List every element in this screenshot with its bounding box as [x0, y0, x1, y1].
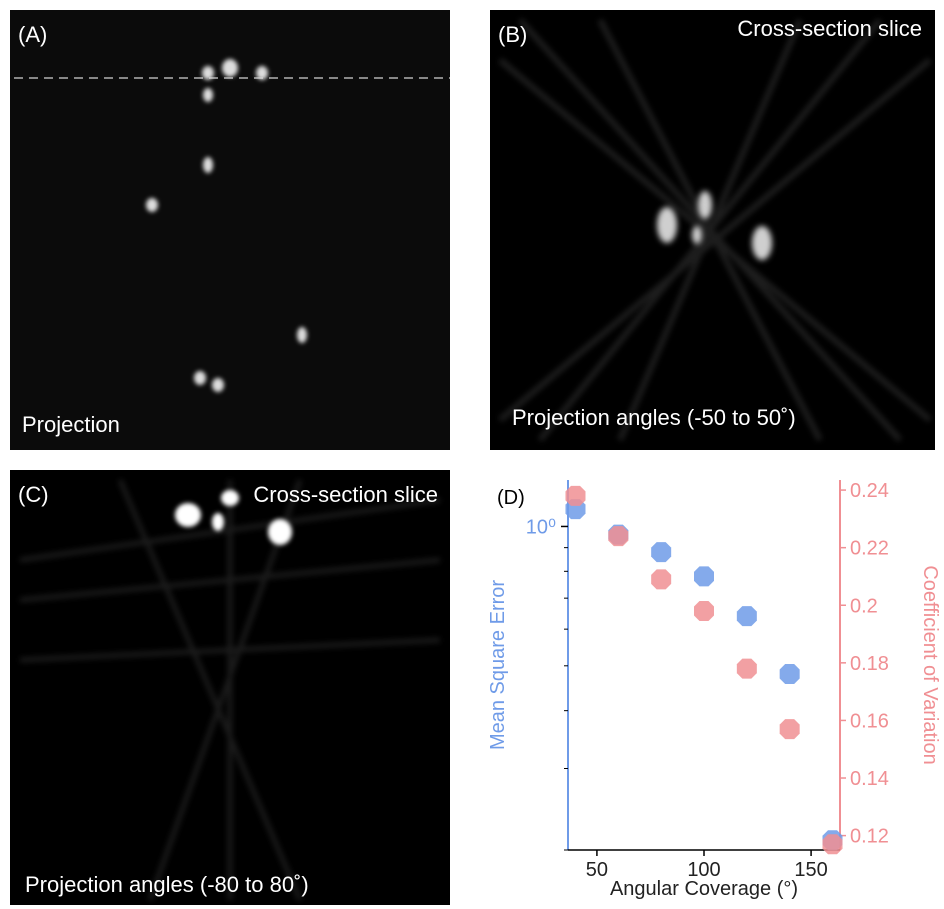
panel-caption: Projection angles (-50 to 50˚): [512, 405, 796, 430]
marker: [651, 542, 671, 562]
y2-axis-label: Coefficient of Variation: [919, 565, 941, 764]
panel-label: (C): [18, 482, 49, 507]
y2-tick-label: 0.2: [850, 595, 878, 617]
marker: [780, 719, 800, 739]
figure: (A) Projection (B) Cross-section slice P…: [0, 0, 944, 909]
marker: [651, 569, 671, 589]
y2-tick-label: 0.16: [850, 710, 889, 732]
x-tick-label: 50: [586, 859, 608, 881]
y-axis-label: Mean Square Error: [487, 580, 509, 750]
y-tick-label: 10⁰: [526, 516, 556, 538]
y2-tick-label: 0.18: [850, 653, 889, 675]
x-tick-label: 150: [794, 859, 827, 881]
panel-title: Cross-section slice: [253, 482, 438, 507]
marker: [737, 659, 757, 679]
y2-tick-label: 0.14: [850, 768, 889, 790]
x-axis-label: Angular Coverage (°): [610, 878, 798, 900]
y2-tick-label: 0.22: [850, 538, 889, 560]
y2-tick-label: 0.12: [850, 826, 889, 848]
marker: [608, 526, 628, 546]
panel-caption: Projection: [22, 412, 120, 437]
marker: [694, 566, 714, 586]
panel-title: Cross-section slice: [737, 16, 922, 41]
marker: [737, 606, 757, 626]
panel-caption: Projection angles (-80 to 80˚): [25, 872, 309, 897]
marker: [565, 486, 585, 506]
marker: [694, 601, 714, 621]
panel-label: (B): [498, 22, 527, 47]
y2-tick-label: 0.24: [850, 480, 889, 502]
marker: [823, 834, 843, 854]
marker: [780, 664, 800, 684]
panel-label: (D): [497, 487, 525, 509]
panel-label: (A): [18, 22, 47, 47]
